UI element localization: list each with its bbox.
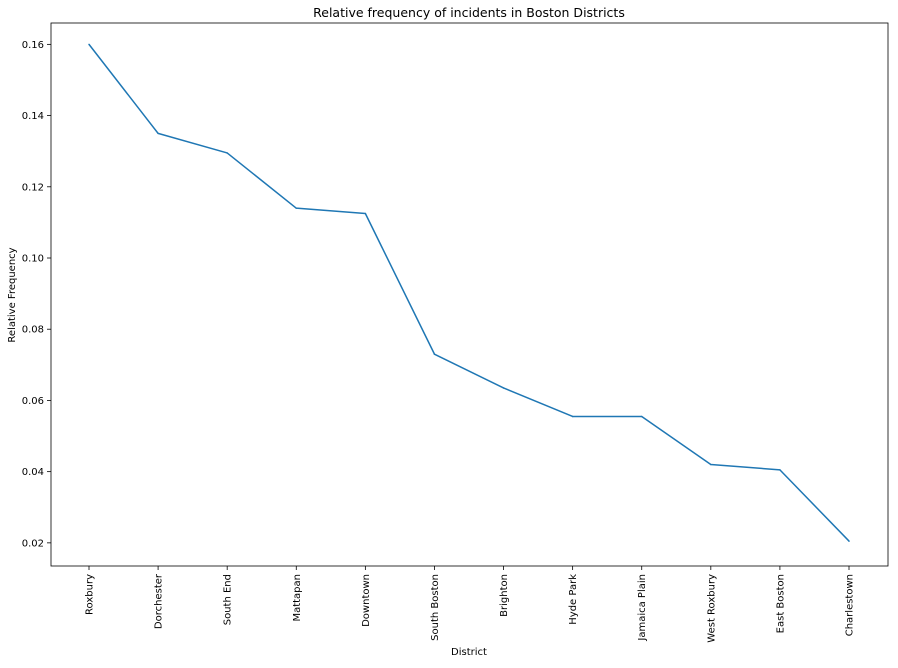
x-tick-label: Mattapan bbox=[292, 574, 303, 622]
x-axis: Roxbury Dorchester South End Mattapan Downto… bbox=[85, 566, 856, 643]
x-tick-label: South End bbox=[223, 574, 234, 625]
x-tick-label: South Boston bbox=[430, 574, 441, 641]
y-tick-label: 0.16 bbox=[22, 40, 44, 51]
x-tick-label: Hyde Park bbox=[568, 574, 579, 625]
x-tick-label: Roxbury bbox=[85, 574, 96, 615]
data-point bbox=[157, 132, 159, 135]
y-tick-label: 0.12 bbox=[22, 182, 44, 193]
y-tick-label: 0.08 bbox=[22, 325, 44, 336]
data-point bbox=[710, 463, 712, 466]
series-line bbox=[88, 43, 850, 542]
y-tick-label: 0.02 bbox=[22, 538, 44, 549]
data-point bbox=[502, 387, 505, 389]
x-tick-label: Downtown bbox=[361, 574, 372, 627]
data-point bbox=[571, 415, 574, 418]
plot-area-frame bbox=[50, 22, 889, 567]
y-tick-label: 0.06 bbox=[22, 396, 44, 407]
x-tick-label: Charlestown bbox=[845, 574, 856, 636]
data-point bbox=[433, 353, 436, 355]
series-layer bbox=[88, 43, 850, 542]
x-tick-label: West Roxbury bbox=[706, 574, 717, 643]
y-axis-label: Relative Frequency bbox=[7, 247, 18, 342]
x-axis-label: District bbox=[451, 647, 487, 658]
y-tick-label: 0.04 bbox=[22, 467, 44, 478]
data-point bbox=[295, 207, 298, 209]
y-tick-label: 0.10 bbox=[22, 254, 44, 265]
chart-title: Relative frequency of incidents in Bosto… bbox=[313, 5, 625, 20]
x-tick-label: Brighton bbox=[499, 574, 510, 617]
data-point bbox=[848, 540, 850, 542]
x-tick-label: Jamaica Plain bbox=[637, 574, 648, 642]
y-tick-label: 0.14 bbox=[22, 111, 44, 122]
data-point bbox=[226, 152, 228, 154]
x-tick-label: Dorchester bbox=[154, 573, 165, 629]
data-point bbox=[88, 43, 90, 46]
data-point bbox=[640, 415, 643, 418]
data-point bbox=[364, 212, 367, 215]
data-point bbox=[779, 469, 781, 471]
x-tick-label: East Boston bbox=[775, 574, 786, 633]
y-axis: 0.02 0.04 0.06 0.08 0.10 0.12 0.14 0.16 bbox=[22, 40, 51, 549]
